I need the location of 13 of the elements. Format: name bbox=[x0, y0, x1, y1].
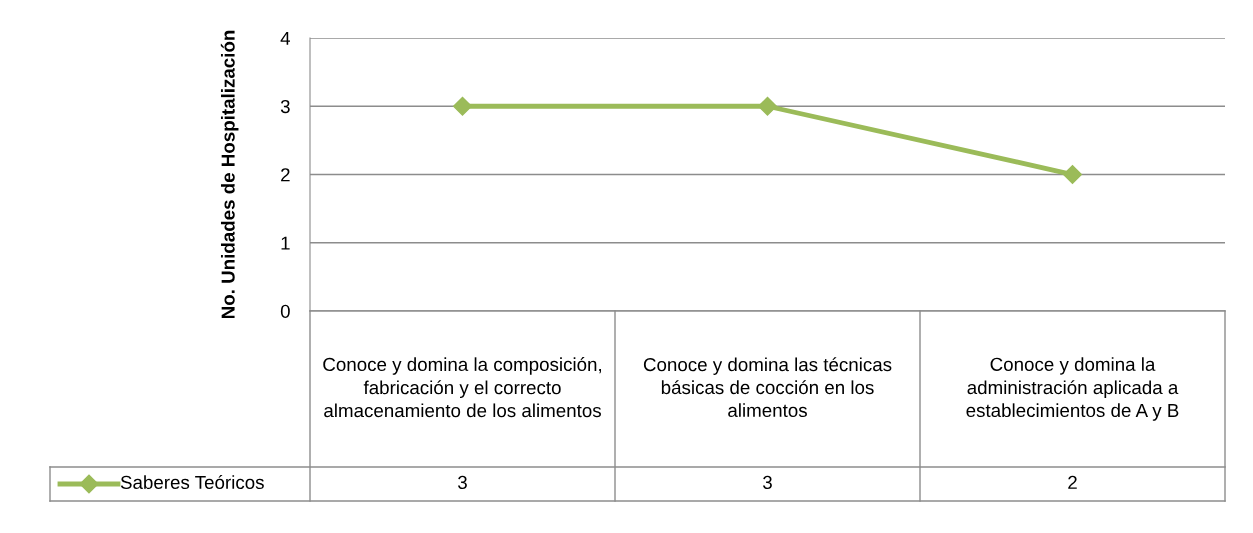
y-tick-label: 2 bbox=[281, 168, 290, 182]
legend-label: Saberes Teóricos bbox=[120, 475, 264, 490]
x-tick-label: Conoce y domina la composición, fabricación y el correcto almacenamiento de los alimentos bbox=[323, 357, 601, 418]
data-label: 2 bbox=[1068, 475, 1077, 489]
x-tick-label: Conoce y domina las técnicas básicas de cocción en los alimentos bbox=[643, 357, 892, 418]
x-tick-label: Conoce y domina la administración aplicada a establecimientos de A y B bbox=[966, 357, 1179, 421]
data-label: 3 bbox=[763, 475, 772, 490]
y-tick-label: 3 bbox=[280, 99, 290, 114]
y-tick-label: 0 bbox=[280, 304, 290, 318]
data-label: 3 bbox=[458, 475, 467, 490]
y-axis-title: No. Unidades de Hospitalización bbox=[220, 30, 239, 319]
y-tick-label: 1 bbox=[281, 236, 290, 250]
y-tick-label: 4 bbox=[280, 31, 291, 45]
